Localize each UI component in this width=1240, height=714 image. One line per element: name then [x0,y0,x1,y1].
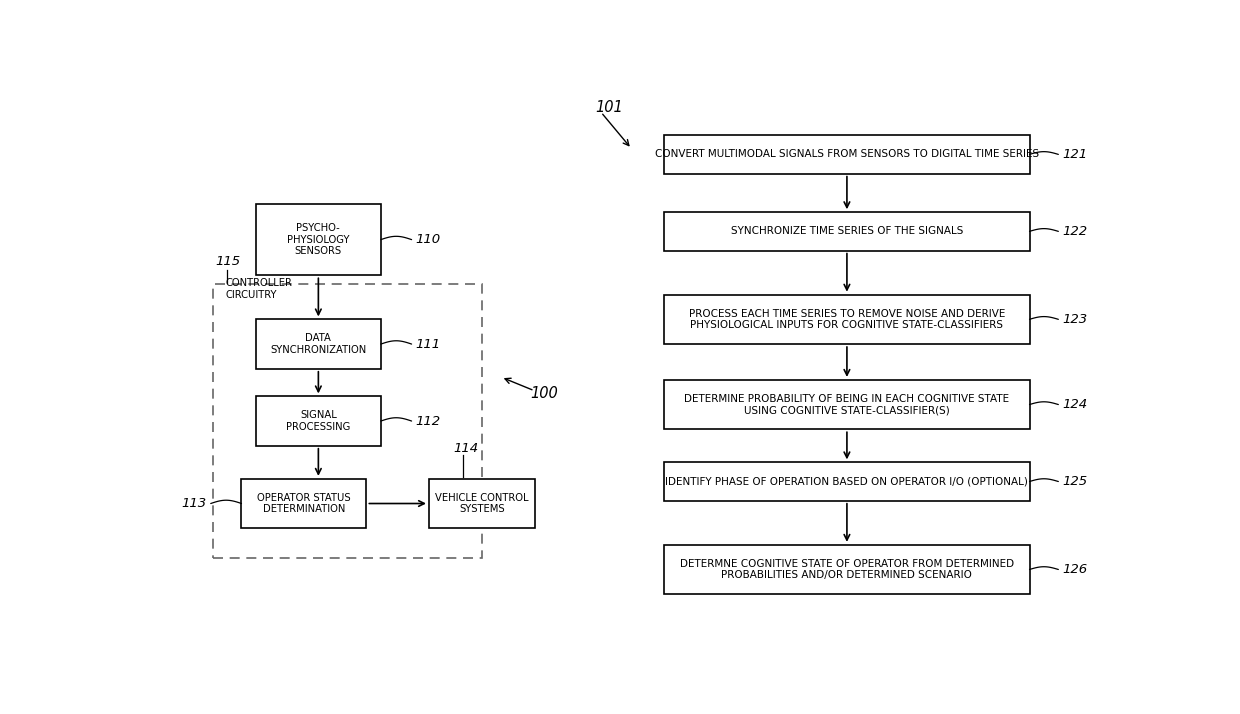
Text: OPERATOR STATUS
DETERMINATION: OPERATOR STATUS DETERMINATION [257,493,351,514]
Text: 111: 111 [415,338,440,351]
Text: IDENTIFY PHASE OF OPERATION BASED ON OPERATOR I/O (OPTIONAL): IDENTIFY PHASE OF OPERATION BASED ON OPE… [666,476,1028,486]
Bar [429,479,534,528]
Bar [665,295,1029,344]
Bar [665,462,1029,501]
Text: PROCESS EACH TIME SERIES TO REMOVE NOISE AND DERIVE
PHYSIOLOGICAL INPUTS FOR COG: PROCESS EACH TIME SERIES TO REMOVE NOISE… [688,308,1006,330]
Bar [255,204,381,276]
Bar [665,545,1029,594]
Bar [255,319,381,369]
Text: 122: 122 [1063,225,1087,238]
Bar [242,479,367,528]
Text: PSYCHO-
PHYSIOLOGY
SENSORS: PSYCHO- PHYSIOLOGY SENSORS [288,223,350,256]
Text: 115: 115 [216,255,241,268]
Text: CONTROLLER
CIRCUITRY: CONTROLLER CIRCUITRY [226,278,293,300]
Text: DETERMNE COGNITIVE STATE OF OPERATOR FROM DETERMINED
PROBABILITIES AND/OR DETERM: DETERMNE COGNITIVE STATE OF OPERATOR FRO… [680,558,1014,580]
Text: 101: 101 [595,100,622,115]
Bar [665,135,1029,174]
Text: 114: 114 [453,442,479,455]
Text: 113: 113 [182,497,207,510]
Text: 112: 112 [415,415,440,428]
Bar [255,396,381,446]
Bar [213,283,481,558]
Text: 121: 121 [1063,148,1087,161]
Text: 123: 123 [1063,313,1087,326]
Text: DETERMINE PROBABILITY OF BEING IN EACH COGNITIVE STATE
USING COGNITIVE STATE-CLA: DETERMINE PROBABILITY OF BEING IN EACH C… [684,393,1009,416]
Text: 125: 125 [1063,475,1087,488]
Text: 110: 110 [415,233,440,246]
Text: 100: 100 [529,386,558,401]
Text: DATA
SYNCHRONIZATION: DATA SYNCHRONIZATION [270,333,367,355]
Text: 124: 124 [1063,398,1087,411]
Bar [665,212,1029,251]
Bar [665,380,1029,429]
Text: VEHICLE CONTROL
SYSTEMS: VEHICLE CONTROL SYSTEMS [435,493,528,514]
Text: CONVERT MULTIMODAL SIGNALS FROM SENSORS TO DIGITAL TIME SERIES: CONVERT MULTIMODAL SIGNALS FROM SENSORS … [655,149,1039,159]
Text: SYNCHRONIZE TIME SERIES OF THE SIGNALS: SYNCHRONIZE TIME SERIES OF THE SIGNALS [730,226,963,236]
Text: SIGNAL
PROCESSING: SIGNAL PROCESSING [286,411,351,432]
Text: 126: 126 [1063,563,1087,576]
